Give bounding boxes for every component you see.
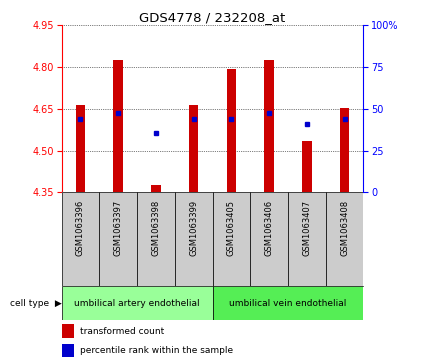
- Bar: [62, 192, 99, 286]
- Bar: [62, 324, 74, 338]
- Text: umbilical artery endothelial: umbilical artery endothelial: [74, 299, 200, 308]
- Text: GSM1063397: GSM1063397: [114, 200, 123, 256]
- Bar: [99, 192, 137, 286]
- Bar: [326, 192, 363, 286]
- Bar: [175, 192, 212, 286]
- Bar: [227, 69, 236, 192]
- Bar: [340, 107, 349, 192]
- Bar: [250, 192, 288, 286]
- Text: umbilical vein endothelial: umbilical vein endothelial: [229, 299, 347, 308]
- Text: GSM1063405: GSM1063405: [227, 200, 236, 256]
- Bar: [76, 105, 85, 192]
- Bar: [62, 286, 212, 320]
- Bar: [189, 105, 198, 192]
- Bar: [113, 60, 123, 192]
- Bar: [302, 141, 312, 192]
- Bar: [264, 60, 274, 192]
- Text: GSM1063396: GSM1063396: [76, 200, 85, 256]
- Text: GSM1063398: GSM1063398: [151, 200, 160, 256]
- Bar: [212, 286, 363, 320]
- Title: GDS4778 / 232208_at: GDS4778 / 232208_at: [139, 11, 286, 24]
- Bar: [137, 192, 175, 286]
- Text: cell type  ▶: cell type ▶: [10, 299, 62, 308]
- Bar: [288, 192, 326, 286]
- Bar: [151, 185, 161, 192]
- Text: GSM1063406: GSM1063406: [265, 200, 274, 256]
- Text: transformed count: transformed count: [80, 327, 164, 336]
- Text: percentile rank within the sample: percentile rank within the sample: [80, 346, 233, 355]
- Text: GSM1063408: GSM1063408: [340, 200, 349, 256]
- Bar: [212, 192, 250, 286]
- Text: GSM1063399: GSM1063399: [189, 200, 198, 256]
- Text: GSM1063407: GSM1063407: [302, 200, 311, 256]
- Bar: [62, 344, 74, 358]
